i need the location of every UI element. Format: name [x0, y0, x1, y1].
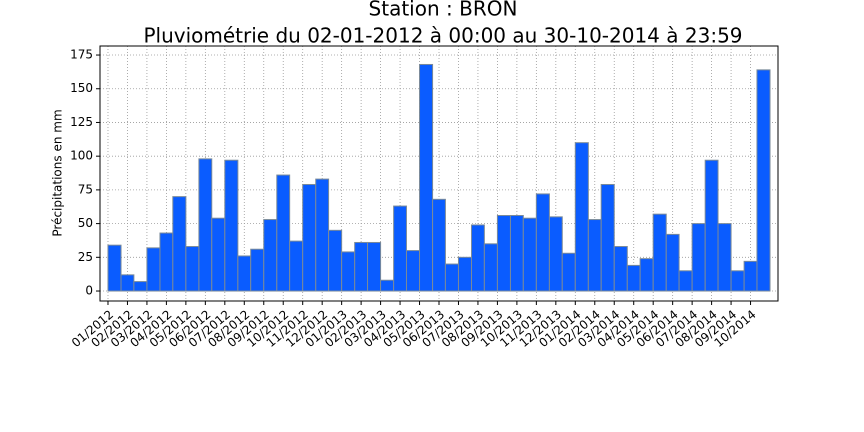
bar [626, 264, 641, 292]
y-axis-label: Précipitations en mm [51, 109, 65, 236]
bar [704, 159, 719, 292]
bar [302, 183, 317, 292]
bar [341, 251, 356, 292]
bar [198, 158, 213, 292]
y-tick-label: 175 [70, 48, 93, 62]
bar [717, 223, 732, 292]
bar [535, 193, 550, 292]
bar [250, 248, 265, 292]
bar [665, 233, 680, 292]
bar [691, 223, 706, 292]
y-tick-label: 25 [78, 250, 93, 264]
bar [756, 69, 771, 292]
bar [419, 63, 434, 292]
plot-frame [99, 45, 779, 302]
bar [172, 196, 187, 292]
bar [133, 281, 148, 292]
y-tick-label: 125 [70, 115, 93, 129]
bar [496, 215, 511, 292]
bar [367, 241, 382, 292]
bar [328, 229, 343, 292]
bar [743, 260, 758, 292]
bar [315, 178, 330, 292]
bar [185, 246, 200, 292]
bar [276, 174, 291, 292]
chart-title: Station : BRON [369, 0, 518, 21]
y-tick-label: 150 [70, 81, 93, 95]
bar [432, 198, 446, 292]
y-tick-label: 75 [78, 182, 93, 196]
y-tick-label: 0 [85, 284, 93, 298]
bar [574, 142, 589, 292]
bar [289, 240, 304, 292]
bar [237, 255, 252, 292]
bar [548, 216, 563, 292]
bar [613, 246, 628, 292]
bar [457, 256, 473, 292]
bar [380, 279, 395, 292]
bar [393, 205, 407, 292]
bar [224, 159, 239, 292]
bar [652, 213, 667, 292]
bar [444, 263, 459, 292]
bar [146, 247, 161, 292]
bar [159, 232, 174, 292]
bar [471, 224, 485, 292]
bar [107, 244, 122, 292]
bar [483, 243, 498, 292]
chart-subtitle: Pluviométrie du 02-01-2012 à 00:00 au 30… [143, 24, 742, 48]
bar [354, 241, 369, 292]
bar [522, 217, 537, 292]
y-tick-label: 50 [78, 216, 93, 230]
bar [120, 274, 135, 292]
bar [600, 183, 615, 292]
bar [730, 270, 745, 292]
bar [405, 250, 421, 292]
bar [639, 258, 654, 292]
bar [561, 252, 576, 292]
bar [211, 217, 226, 292]
bar [509, 215, 524, 292]
y-tick-label: 100 [70, 149, 93, 163]
bar [263, 219, 278, 292]
bar [587, 219, 602, 292]
bar [678, 270, 693, 292]
